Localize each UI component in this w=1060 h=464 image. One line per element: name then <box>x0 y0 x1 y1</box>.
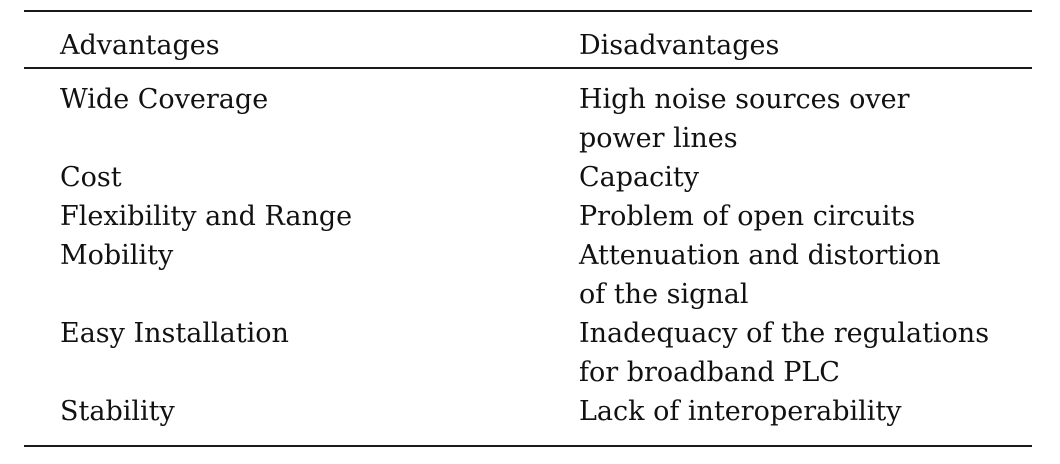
disadvantage-line: Inadequacy of the regulations <box>579 318 990 349</box>
table-row: Cost Capacity <box>0 158 1060 197</box>
advantage-cell: Mobility <box>60 240 174 271</box>
table-row: Flexibility and Range Problem of open cir… <box>0 197 1060 236</box>
table-row: Mobility Attenuation and distortion of the… <box>0 236 1060 314</box>
table-header: Advantages Disadvantages <box>0 26 1060 61</box>
table-row: Easy Installation Inadequacy of the regul… <box>0 314 1060 392</box>
disadvantage-line: Attenuation and distortion <box>579 240 941 271</box>
header-advantages: Advantages <box>60 30 220 61</box>
top-rule <box>24 10 1032 12</box>
disadvantage-line: High noise sources over <box>579 84 910 115</box>
disadvantage-cell: Lack of interoperability <box>579 392 1019 431</box>
advantage-cell: Flexibility and Range <box>60 201 353 232</box>
disadvantage-line: Lack of interoperability <box>579 396 902 427</box>
table-body: Wide Coverage High noise sources over powe… <box>0 80 1060 431</box>
disadvantage-cell: High noise sources over power lines <box>579 80 1019 158</box>
advantage-cell: Stability <box>60 396 175 427</box>
advantage-cell: Easy Installation <box>60 318 289 349</box>
disadvantage-cell: Attenuation and distortion of the signal <box>579 236 1019 314</box>
header-rule <box>24 67 1032 69</box>
disadvantage-cell: Capacity <box>579 158 1019 197</box>
header-disadvantages: Disadvantages <box>579 30 780 61</box>
disadvantage-line: for broadband PLC <box>579 357 840 388</box>
disadvantage-line: power lines <box>579 123 738 154</box>
disadvantage-cell: Problem of open circuits <box>579 197 1019 236</box>
disadvantage-line: of the signal <box>579 279 749 310</box>
advantage-cell: Wide Coverage <box>60 84 269 115</box>
disadvantage-cell: Inadequacy of the regulations for broadba… <box>579 314 1019 392</box>
advantage-cell: Cost <box>60 162 122 193</box>
disadvantage-line: Problem of open circuits <box>579 201 916 232</box>
table-row: Wide Coverage High noise sources over powe… <box>0 80 1060 158</box>
bottom-rule <box>24 445 1032 447</box>
table-row: Stability Lack of interoperability <box>0 392 1060 431</box>
disadvantage-line: Capacity <box>579 162 699 193</box>
